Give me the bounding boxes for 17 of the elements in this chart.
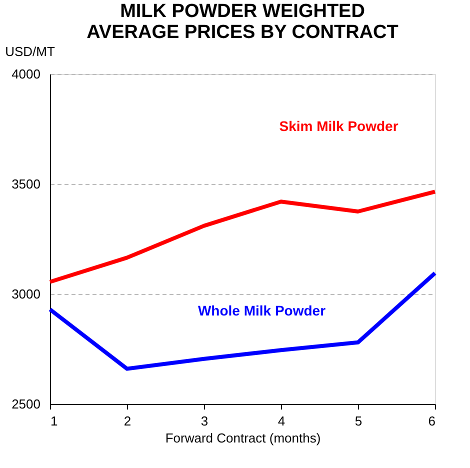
chart-title: MILK POWDER WEIGHTED AVERAGE PRICES BY CONTRACT	[86, 1, 399, 43]
x-tick-label: 5	[354, 414, 362, 428]
line-series	[48, 271, 437, 371]
x-axis-title: Forward Contract (months)	[165, 430, 321, 446]
y-axis-title: USD/MT	[5, 44, 55, 59]
x-tick-label: 4	[278, 414, 286, 428]
x-tick-label: 2	[124, 414, 132, 428]
text: Skim Milk Powder	[279, 118, 399, 134]
y-tick-label: 3000	[12, 286, 40, 302]
x-tick-label: 3	[200, 414, 208, 428]
y-tick-label: 3500	[12, 176, 40, 192]
y-tick-label: 4000	[12, 66, 40, 82]
x-tick-label: 6	[428, 414, 436, 428]
line-series	[48, 190, 437, 284]
series-label: Whole Milk Powder	[198, 302, 326, 319]
y-tick-label: 2500	[12, 396, 40, 412]
x-tick-label: 1	[50, 414, 58, 428]
